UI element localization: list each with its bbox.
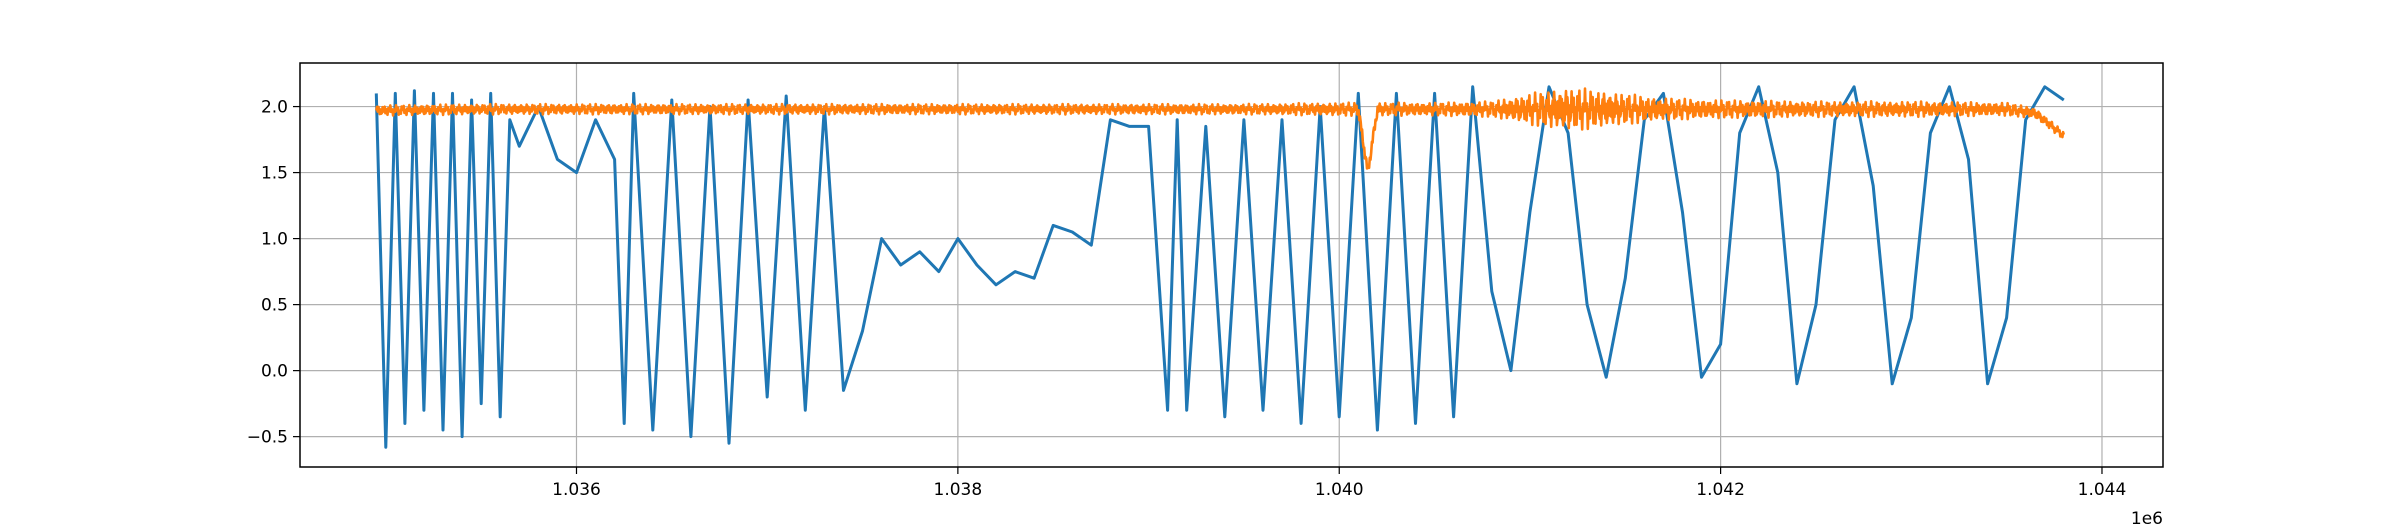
y-tick-label: 0.0	[261, 362, 288, 382]
x-tick-label: 1.036	[552, 480, 601, 500]
plot-area	[374, 85, 2066, 449]
y-tick-label: 1.5	[261, 164, 288, 184]
x-tick-label: 1.044	[2078, 480, 2127, 500]
y-tick-label: 0.5	[261, 296, 288, 316]
x-tick-label: 1.038	[934, 480, 983, 500]
x-tick-label: 1.040	[1315, 480, 1364, 500]
series-orange-line	[375, 87, 2066, 170]
x-tick-label: 1.042	[1696, 480, 1745, 500]
x-offset-label: 1e6	[2131, 509, 2163, 525]
x-axis: 1.036 1.038 1.040 1.042 1.044	[552, 467, 2126, 500]
y-tick-label: −0.5	[247, 428, 288, 448]
series-layer	[374, 85, 2066, 449]
axes-frame	[299, 62, 2164, 468]
y-axis: −0.5 0.0 0.5 1.0 1.5 2.0	[247, 98, 300, 448]
y-tick-label: 2.0	[261, 98, 288, 118]
y-tick-label: 1.0	[261, 230, 288, 250]
